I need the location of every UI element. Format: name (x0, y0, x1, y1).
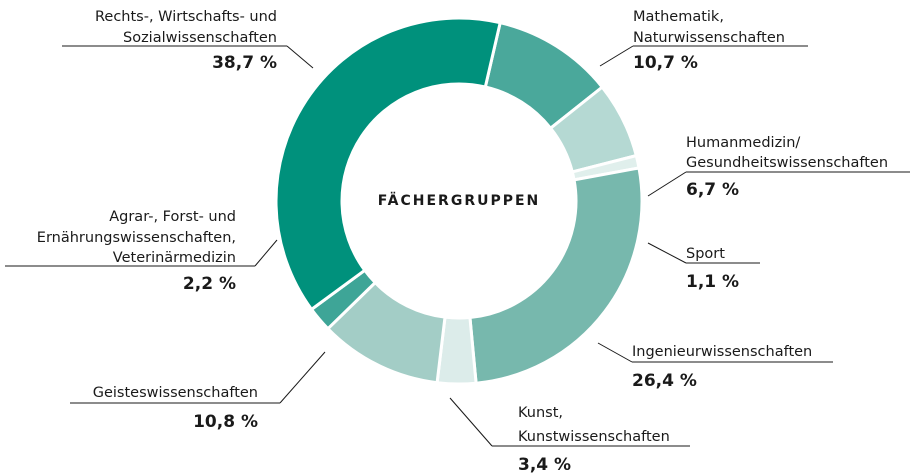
value-label: 2,2 % (183, 274, 236, 294)
segment-label: Geisteswissenschaften (93, 385, 258, 401)
value-label: 26,4 % (632, 371, 697, 391)
segment-label: Agrar-, Forst- und (109, 209, 236, 225)
segment-label: Ingenieurwissenschaften (632, 344, 812, 360)
value-label: 10,8 % (193, 412, 258, 432)
segment-label: Kunst, (518, 405, 563, 421)
leader-line (449, 397, 493, 447)
value-label: 38,7 % (212, 53, 277, 73)
segment-label: Sozialwissenschaften (123, 30, 277, 46)
donut-segment (274, 16, 502, 312)
leader-line (279, 351, 326, 404)
segment-label: Gesundheitswissenschaften (686, 155, 888, 171)
value-label: 1,1 % (686, 272, 739, 292)
donut-segment (468, 166, 644, 385)
leader-line (647, 171, 687, 197)
segment-label: Kunstwissenschaften (518, 429, 670, 445)
leader-line (647, 242, 687, 264)
leader-line (599, 45, 634, 67)
segment-label: Humanmedizin/ (686, 135, 800, 151)
leader-line (286, 45, 314, 69)
segment-label: Veterinärmedizin (113, 250, 236, 266)
segment-label: Ernährungswissenschaften, (37, 230, 236, 246)
segment-label: Naturwissenschaften (633, 30, 785, 46)
segment-label: Sport (686, 246, 725, 262)
segment-label: Mathematik, (633, 9, 724, 25)
leader-line (597, 342, 633, 363)
leader-line (254, 239, 278, 267)
value-label: 6,7 % (686, 180, 739, 200)
value-label: 3,4 % (518, 455, 571, 475)
segment-label: Rechts-, Wirtschafts- und (95, 9, 277, 25)
value-label: 10,7 % (633, 53, 698, 73)
center-label: FÄCHERGRUPPEN (378, 192, 541, 209)
